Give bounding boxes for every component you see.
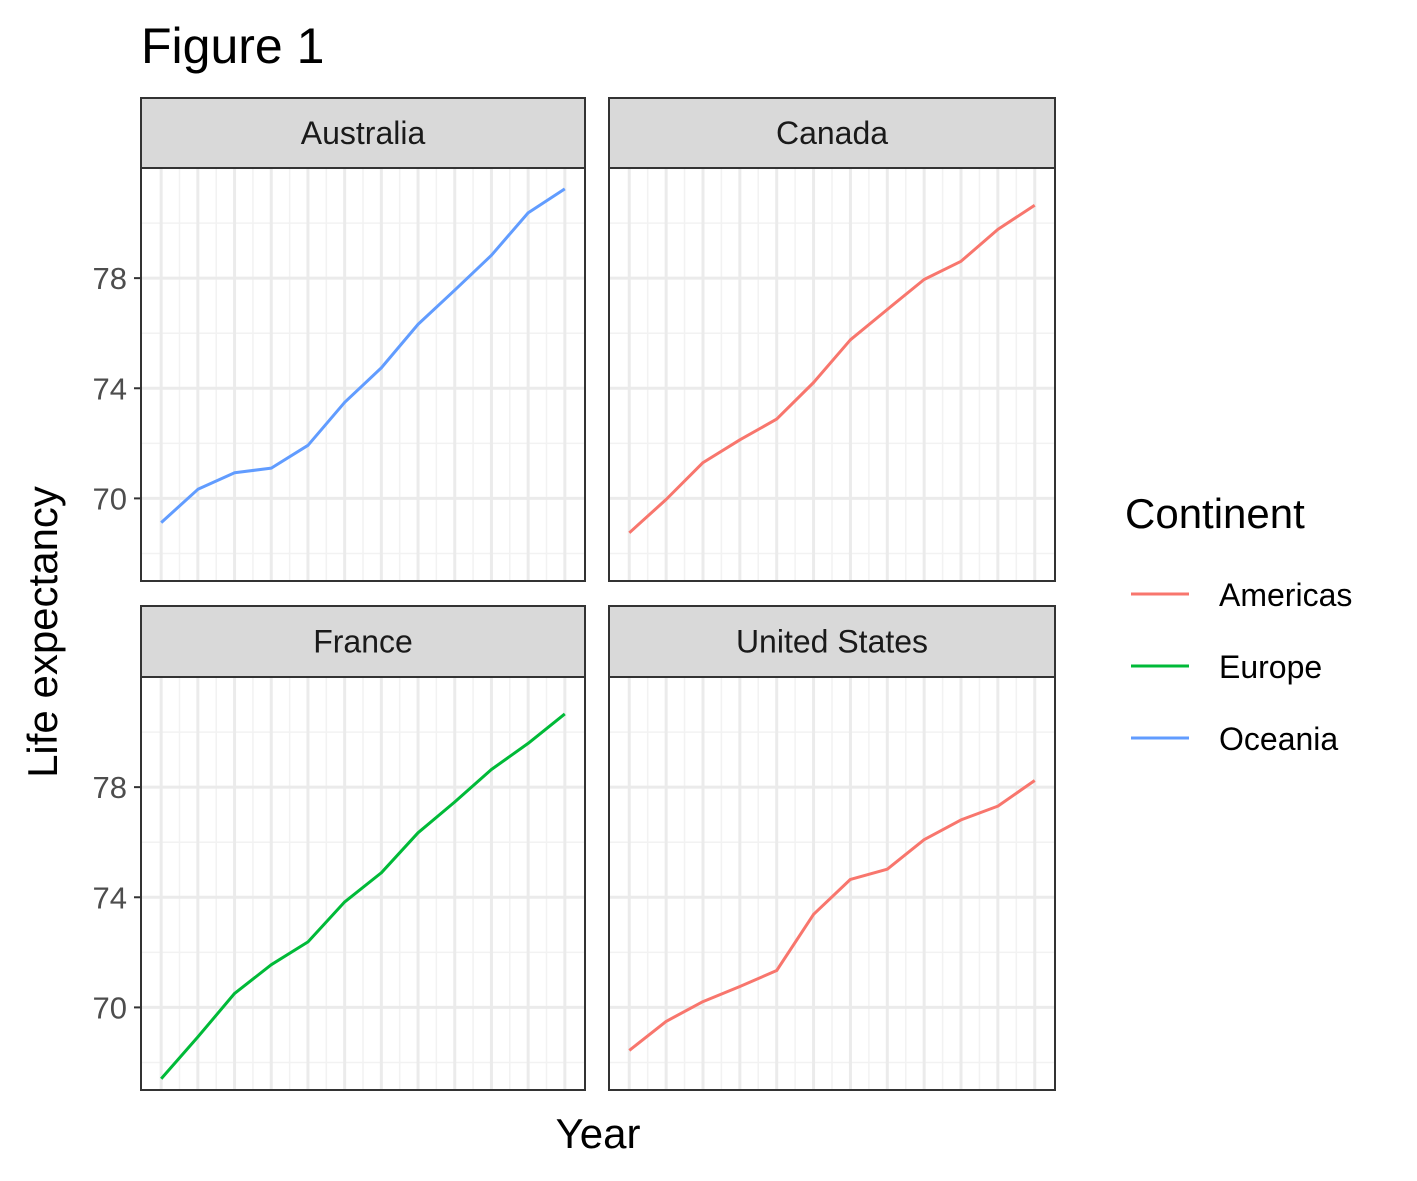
facet-panels: Australia 70 74 78 Canada France 70 74 78 United … [93, 97, 1056, 1091]
strip-background [140, 97, 586, 169]
strip-label-france: France [313, 624, 413, 660]
legend: Continent Americas Europe Oceania [1125, 490, 1352, 757]
x-axis-title: Year [556, 1110, 641, 1157]
strip-background [608, 97, 1056, 169]
legend-label-europe: Europe [1219, 649, 1322, 685]
series-line-france [160, 712, 566, 1080]
panel-canada: Canada [608, 97, 1056, 582]
strip-label-united-states: United States [736, 624, 928, 660]
legend-item-americas: Americas [1131, 577, 1352, 613]
y-tick-label: 70 [93, 481, 127, 516]
y-tick-label: 78 [93, 261, 127, 296]
strip-background [608, 605, 1056, 678]
panel-australia: Australia 70 74 78 [93, 97, 586, 582]
strip-label-australia: Australia [301, 115, 426, 151]
series-line-united-states [628, 779, 1036, 1052]
series-line-australia [160, 187, 566, 524]
legend-title: Continent [1125, 490, 1305, 537]
legend-label-americas: Americas [1219, 577, 1352, 613]
panel-united-states: United States [608, 605, 1056, 1091]
chart-title: Figure 1 [141, 18, 324, 74]
legend-label-oceania: Oceania [1219, 721, 1338, 757]
strip-label-canada: Canada [776, 115, 888, 151]
y-tick-label: 78 [93, 770, 127, 805]
strip-background [140, 605, 586, 678]
y-axis-title: Life expectancy [19, 486, 66, 778]
y-tick-label: 74 [93, 880, 127, 915]
y-tick-label: 74 [93, 371, 127, 406]
y-tick-label: 70 [93, 990, 127, 1025]
panel-france: France 70 74 78 [93, 605, 586, 1091]
legend-item-oceania: Oceania [1131, 721, 1338, 757]
series-line-canada [628, 203, 1036, 534]
legend-item-europe: Europe [1131, 649, 1322, 685]
